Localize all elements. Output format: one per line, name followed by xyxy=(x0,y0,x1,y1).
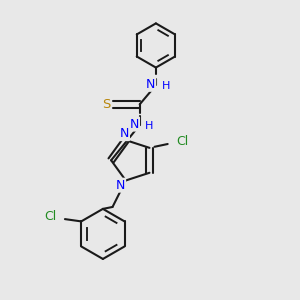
Text: N: N xyxy=(116,179,125,192)
Text: S: S xyxy=(103,98,111,111)
Text: N: N xyxy=(146,78,155,91)
Text: H: H xyxy=(145,121,154,131)
Text: N: N xyxy=(120,127,129,140)
Text: H: H xyxy=(161,81,170,91)
Text: N: N xyxy=(130,118,139,130)
Text: Cl: Cl xyxy=(44,210,56,223)
Text: Cl: Cl xyxy=(177,136,189,148)
